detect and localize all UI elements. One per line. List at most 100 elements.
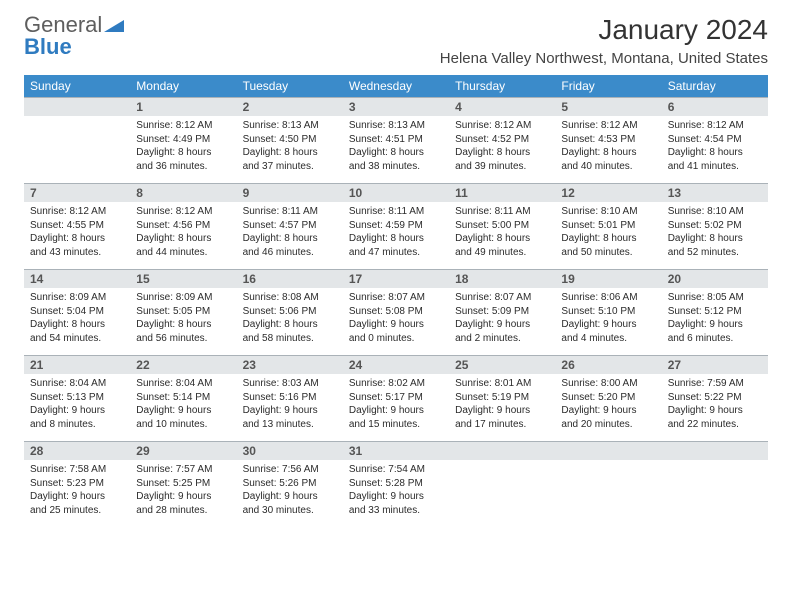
sunset-text: Sunset: 5:23 PM (30, 477, 124, 491)
day-number: 14 (24, 270, 130, 288)
calendar-cell: 7Sunrise: 8:12 AMSunset: 4:55 PMDaylight… (24, 184, 130, 270)
day-body: Sunrise: 8:10 AMSunset: 5:02 PMDaylight:… (662, 202, 768, 269)
day-body: Sunrise: 7:58 AMSunset: 5:23 PMDaylight:… (24, 460, 130, 527)
daylight-line1: Daylight: 8 hours (668, 232, 762, 246)
daylight-line1: Daylight: 9 hours (349, 490, 443, 504)
sunrise-text: Sunrise: 8:12 AM (136, 119, 230, 133)
day-body: Sunrise: 8:07 AMSunset: 5:08 PMDaylight:… (343, 288, 449, 355)
daylight-line2: and 22 minutes. (668, 418, 762, 432)
sunset-text: Sunset: 5:10 PM (561, 305, 655, 319)
day-number: 16 (237, 270, 343, 288)
daylight-line1: Daylight: 8 hours (349, 232, 443, 246)
daylight-line1: Daylight: 9 hours (349, 404, 443, 418)
daylight-line2: and 40 minutes. (561, 160, 655, 174)
calendar-cell: 2Sunrise: 8:13 AMSunset: 4:50 PMDaylight… (237, 98, 343, 184)
sunset-text: Sunset: 4:56 PM (136, 219, 230, 233)
sunrise-text: Sunrise: 8:11 AM (243, 205, 337, 219)
daylight-line2: and 2 minutes. (455, 332, 549, 346)
day-body: Sunrise: 8:08 AMSunset: 5:06 PMDaylight:… (237, 288, 343, 355)
daylight-line1: Daylight: 9 hours (243, 490, 337, 504)
calendar-cell: 9Sunrise: 8:11 AMSunset: 4:57 PMDaylight… (237, 184, 343, 270)
logo-triangle-icon (104, 18, 124, 32)
sunrise-text: Sunrise: 8:12 AM (561, 119, 655, 133)
day-number: 9 (237, 184, 343, 202)
sunset-text: Sunset: 4:55 PM (30, 219, 124, 233)
daylight-line2: and 50 minutes. (561, 246, 655, 260)
daylight-line2: and 4 minutes. (561, 332, 655, 346)
day-number (449, 442, 555, 460)
calendar-cell: 23Sunrise: 8:03 AMSunset: 5:16 PMDayligh… (237, 356, 343, 442)
sunset-text: Sunset: 5:16 PM (243, 391, 337, 405)
sunset-text: Sunset: 4:51 PM (349, 133, 443, 147)
day-body: Sunrise: 7:59 AMSunset: 5:22 PMDaylight:… (662, 374, 768, 441)
day-body: Sunrise: 8:05 AMSunset: 5:12 PMDaylight:… (662, 288, 768, 355)
day-body: Sunrise: 8:07 AMSunset: 5:09 PMDaylight:… (449, 288, 555, 355)
day-body: Sunrise: 8:10 AMSunset: 5:01 PMDaylight:… (555, 202, 661, 269)
calendar-cell (24, 98, 130, 184)
calendar-cell: 20Sunrise: 8:05 AMSunset: 5:12 PMDayligh… (662, 270, 768, 356)
daylight-line1: Daylight: 9 hours (30, 490, 124, 504)
calendar-cell: 11Sunrise: 8:11 AMSunset: 5:00 PMDayligh… (449, 184, 555, 270)
day-number: 15 (130, 270, 236, 288)
day-body: Sunrise: 8:11 AMSunset: 5:00 PMDaylight:… (449, 202, 555, 269)
day-number: 13 (662, 184, 768, 202)
daylight-line2: and 38 minutes. (349, 160, 443, 174)
daylight-line2: and 28 minutes. (136, 504, 230, 518)
daylight-line2: and 10 minutes. (136, 418, 230, 432)
day-body: Sunrise: 8:03 AMSunset: 5:16 PMDaylight:… (237, 374, 343, 441)
weekday-header: Saturday (662, 75, 768, 98)
day-body: Sunrise: 8:12 AMSunset: 4:56 PMDaylight:… (130, 202, 236, 269)
sunset-text: Sunset: 4:54 PM (668, 133, 762, 147)
daylight-line1: Daylight: 8 hours (30, 232, 124, 246)
sunset-text: Sunset: 5:01 PM (561, 219, 655, 233)
calendar-cell: 1Sunrise: 8:12 AMSunset: 4:49 PMDaylight… (130, 98, 236, 184)
calendar-cell: 25Sunrise: 8:01 AMSunset: 5:19 PMDayligh… (449, 356, 555, 442)
daylight-line1: Daylight: 8 hours (455, 232, 549, 246)
day-number: 10 (343, 184, 449, 202)
sunrise-text: Sunrise: 8:09 AM (136, 291, 230, 305)
calendar-cell: 30Sunrise: 7:56 AMSunset: 5:26 PMDayligh… (237, 442, 343, 528)
sunrise-text: Sunrise: 8:03 AM (243, 377, 337, 391)
day-number: 4 (449, 98, 555, 116)
weekday-header: Sunday (24, 75, 130, 98)
day-body: Sunrise: 8:02 AMSunset: 5:17 PMDaylight:… (343, 374, 449, 441)
daylight-line2: and 6 minutes. (668, 332, 762, 346)
day-number: 25 (449, 356, 555, 374)
daylight-line1: Daylight: 9 hours (668, 318, 762, 332)
sunset-text: Sunset: 4:49 PM (136, 133, 230, 147)
calendar-cell: 3Sunrise: 8:13 AMSunset: 4:51 PMDaylight… (343, 98, 449, 184)
weekday-header-row: Sunday Monday Tuesday Wednesday Thursday… (24, 75, 768, 98)
brand-logo: General Blue (24, 14, 124, 58)
calendar-cell: 6Sunrise: 8:12 AMSunset: 4:54 PMDaylight… (662, 98, 768, 184)
day-number: 8 (130, 184, 236, 202)
day-number: 18 (449, 270, 555, 288)
calendar-cell (662, 442, 768, 528)
day-number: 26 (555, 356, 661, 374)
sunset-text: Sunset: 5:25 PM (136, 477, 230, 491)
day-body (555, 460, 661, 522)
sunrise-text: Sunrise: 8:07 AM (455, 291, 549, 305)
day-body: Sunrise: 7:57 AMSunset: 5:25 PMDaylight:… (130, 460, 236, 527)
sunset-text: Sunset: 5:00 PM (455, 219, 549, 233)
day-body: Sunrise: 8:11 AMSunset: 4:59 PMDaylight:… (343, 202, 449, 269)
daylight-line1: Daylight: 9 hours (561, 318, 655, 332)
sunset-text: Sunset: 5:13 PM (30, 391, 124, 405)
day-number: 12 (555, 184, 661, 202)
sunrise-text: Sunrise: 8:13 AM (243, 119, 337, 133)
calendar-cell: 8Sunrise: 8:12 AMSunset: 4:56 PMDaylight… (130, 184, 236, 270)
sunrise-text: Sunrise: 8:04 AM (30, 377, 124, 391)
daylight-line2: and 49 minutes. (455, 246, 549, 260)
day-number (662, 442, 768, 460)
day-number: 24 (343, 356, 449, 374)
daylight-line2: and 44 minutes. (136, 246, 230, 260)
day-number: 31 (343, 442, 449, 460)
sunrise-text: Sunrise: 8:04 AM (136, 377, 230, 391)
sunset-text: Sunset: 5:19 PM (455, 391, 549, 405)
day-number: 2 (237, 98, 343, 116)
calendar-cell (555, 442, 661, 528)
calendar-cell: 15Sunrise: 8:09 AMSunset: 5:05 PMDayligh… (130, 270, 236, 356)
calendar-cell: 18Sunrise: 8:07 AMSunset: 5:09 PMDayligh… (449, 270, 555, 356)
calendar-week-row: 14Sunrise: 8:09 AMSunset: 5:04 PMDayligh… (24, 270, 768, 356)
sunset-text: Sunset: 4:53 PM (561, 133, 655, 147)
calendar-cell: 27Sunrise: 7:59 AMSunset: 5:22 PMDayligh… (662, 356, 768, 442)
